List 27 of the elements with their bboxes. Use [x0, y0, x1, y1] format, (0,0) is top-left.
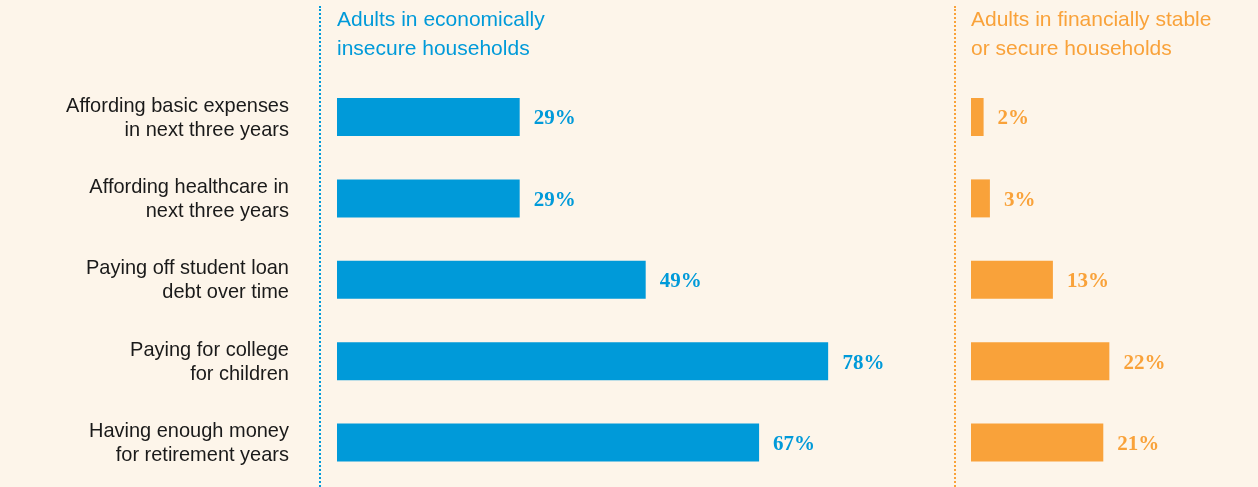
- bar: [971, 260, 1053, 299]
- bar: [971, 179, 990, 218]
- bar: [337, 423, 760, 462]
- data-label: 13%: [1066, 268, 1109, 293]
- data-label: 29%: [533, 105, 576, 130]
- data-label: 3%: [1003, 186, 1036, 211]
- y-tick-label: Affording healthcare in next three years: [89, 175, 289, 222]
- bar: [337, 342, 829, 381]
- data-label: 49%: [659, 268, 702, 293]
- bar: [971, 342, 1110, 381]
- data-label: 29%: [533, 186, 576, 211]
- y-tick-label: Paying off student loan debt over time: [86, 256, 289, 303]
- bar: [971, 98, 984, 136]
- bar: [337, 179, 520, 218]
- chart-title: Adults in economically insecure households: [337, 6, 546, 61]
- chart-title: Adults in financially stable or secure households: [971, 6, 1213, 61]
- data-label: 2%: [997, 105, 1030, 130]
- data-label: 21%: [1117, 431, 1160, 456]
- data-label: 67%: [773, 431, 816, 456]
- y-tick-label: Affording basic expenses in next three years: [66, 93, 289, 140]
- y-tick-label: Having enough money for retirement years: [89, 419, 289, 466]
- bar: [337, 260, 646, 299]
- bar: [337, 98, 520, 136]
- data-label: 78%: [842, 349, 885, 374]
- data-label: 22%: [1123, 349, 1166, 374]
- y-tick-label: Paying for college for children: [130, 337, 289, 384]
- bar: [971, 423, 1104, 462]
